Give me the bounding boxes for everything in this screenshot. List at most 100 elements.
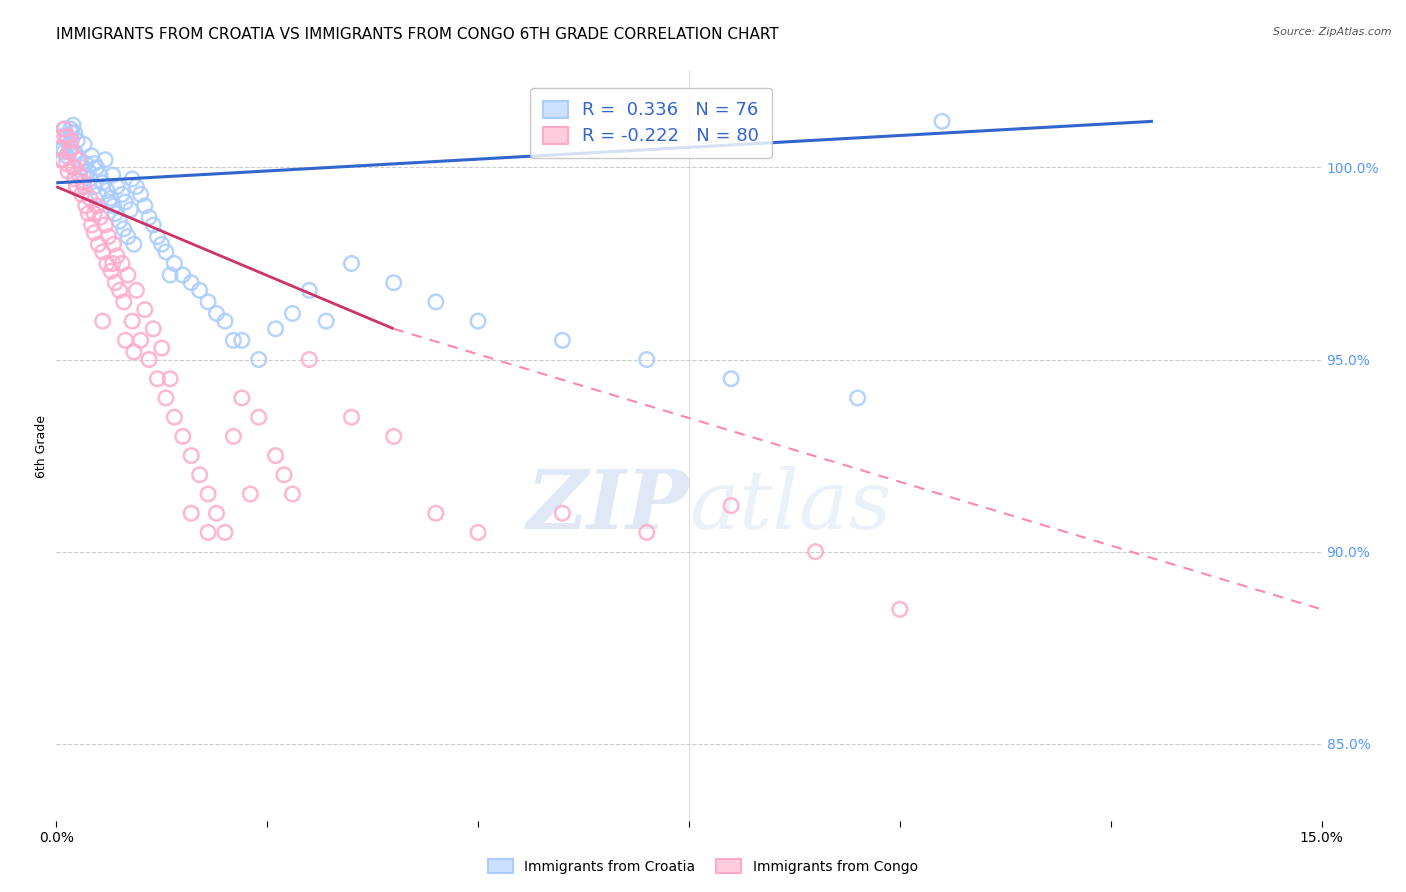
Point <box>720 372 742 386</box>
Point <box>298 352 321 367</box>
Point <box>83 226 105 240</box>
Point <box>105 249 128 263</box>
Text: IMMIGRANTS FROM CROATIA VS IMMIGRANTS FROM CONGO 6TH GRADE CORRELATION CHART: IMMIGRANTS FROM CROATIA VS IMMIGRANTS FR… <box>56 27 779 42</box>
Point <box>86 161 108 175</box>
Point <box>72 168 94 182</box>
Point <box>89 168 111 182</box>
Point <box>91 314 114 328</box>
Point <box>247 410 270 425</box>
Point <box>467 314 489 328</box>
Point <box>298 284 321 298</box>
Point <box>77 164 100 178</box>
Point <box>120 202 142 217</box>
Point <box>53 129 76 144</box>
Point <box>121 172 143 186</box>
Point <box>231 391 253 405</box>
Point <box>146 229 169 244</box>
Point <box>264 449 287 463</box>
Point <box>67 153 90 167</box>
Point <box>222 334 245 348</box>
Point <box>551 506 574 520</box>
Point <box>425 506 447 520</box>
Point <box>51 153 73 167</box>
Point <box>66 134 89 148</box>
Point <box>52 141 75 155</box>
Point <box>340 410 363 425</box>
Point <box>382 429 405 443</box>
Point <box>159 372 181 386</box>
Legend: Immigrants from Croatia, Immigrants from Congo: Immigrants from Croatia, Immigrants from… <box>481 853 925 880</box>
Point <box>94 218 117 232</box>
Point <box>105 179 128 194</box>
Point <box>97 194 120 209</box>
Point <box>172 429 194 443</box>
Point <box>931 114 953 128</box>
Point <box>163 256 186 270</box>
Point <box>142 218 165 232</box>
Point <box>281 306 304 320</box>
Point <box>889 602 911 616</box>
Point <box>846 391 869 405</box>
Point <box>49 129 72 144</box>
Point <box>180 276 202 290</box>
Point <box>87 237 110 252</box>
Point <box>134 302 156 317</box>
Point <box>96 184 118 198</box>
Point <box>134 199 156 213</box>
Point <box>63 161 86 175</box>
Point <box>804 544 827 558</box>
Point <box>155 244 177 259</box>
Point <box>89 211 111 225</box>
Point <box>138 352 160 367</box>
Point <box>146 372 169 386</box>
Point <box>101 168 124 182</box>
Point <box>79 191 101 205</box>
Point <box>138 211 160 225</box>
Point <box>108 284 131 298</box>
Point <box>159 268 181 282</box>
Point <box>87 187 110 202</box>
Point <box>231 334 253 348</box>
Point <box>55 149 77 163</box>
Point <box>73 179 96 194</box>
Point <box>720 499 742 513</box>
Point <box>69 153 91 167</box>
Point <box>103 199 125 213</box>
Point <box>121 314 143 328</box>
Point <box>197 487 219 501</box>
Point <box>83 206 105 220</box>
Point <box>205 306 228 320</box>
Point <box>52 145 75 159</box>
Point <box>122 344 145 359</box>
Point <box>129 187 152 202</box>
Point <box>636 525 658 540</box>
Point <box>58 137 80 152</box>
Point <box>111 187 134 202</box>
Point <box>60 126 83 140</box>
Point <box>96 256 118 270</box>
Point <box>111 256 134 270</box>
Point <box>53 122 76 136</box>
Point <box>180 449 202 463</box>
Point <box>551 334 574 348</box>
Point <box>382 276 405 290</box>
Point <box>62 118 84 132</box>
Point <box>62 161 84 175</box>
Point <box>100 191 122 205</box>
Point <box>91 244 114 259</box>
Point <box>104 276 127 290</box>
Point <box>125 179 148 194</box>
Point <box>112 222 135 236</box>
Point <box>59 145 82 159</box>
Point <box>205 506 228 520</box>
Point <box>108 214 131 228</box>
Point <box>73 137 96 152</box>
Point <box>56 134 79 148</box>
Point <box>104 206 127 220</box>
Point <box>63 126 86 140</box>
Point <box>63 145 86 159</box>
Point <box>273 467 295 482</box>
Point <box>63 172 86 186</box>
Point <box>172 268 194 282</box>
Point <box>197 294 219 309</box>
